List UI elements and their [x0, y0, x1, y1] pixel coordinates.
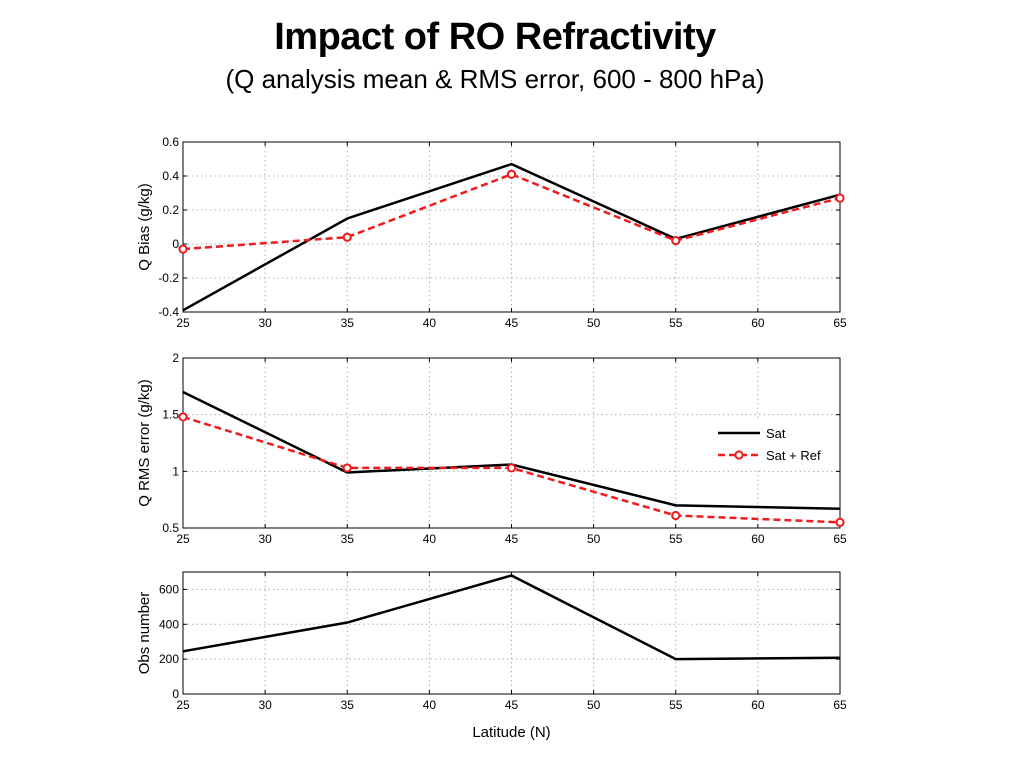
- x-tick-label: 45: [505, 532, 519, 546]
- legend-label-sat: Sat: [766, 426, 786, 441]
- data-point-sat_ref: [178, 412, 188, 422]
- legend-label-sat_ref: Sat + Ref: [766, 448, 821, 463]
- x-tick-label: 25: [176, 316, 190, 330]
- x-tick-label: 35: [341, 698, 355, 712]
- x-tick-label: 65: [833, 698, 847, 712]
- x-tick-label: 35: [341, 532, 355, 546]
- y-tick-label: 1: [172, 464, 179, 478]
- data-point-sat_ref: [506, 463, 517, 473]
- x-tick-label: 40: [423, 316, 437, 330]
- x-tick-label: 25: [176, 532, 190, 546]
- data-point-sat_ref: [671, 236, 681, 246]
- x-tick-label: 35: [341, 316, 355, 330]
- x-tick-label: 55: [669, 532, 683, 546]
- y-tick-label: 0: [172, 237, 179, 251]
- data-point-sat_ref: [671, 510, 681, 521]
- x-tick-label: 60: [751, 698, 765, 712]
- x-tick-label: 50: [587, 532, 601, 546]
- x-tick-label: 30: [258, 316, 272, 330]
- chart-title: Impact of RO Refractivity: [274, 16, 716, 58]
- x-tick-label: 25: [176, 698, 190, 712]
- y-tick-label: -0.4: [158, 305, 179, 319]
- data-point-sat_ref: [342, 232, 352, 242]
- x-tick-label: 30: [258, 698, 272, 712]
- x-tick-label: 30: [258, 532, 272, 546]
- legend-box: [712, 418, 838, 468]
- series-line-sat: [182, 574, 841, 661]
- series-line-sat: [182, 162, 841, 312]
- x-tick-label: 60: [751, 316, 765, 330]
- y-tick-label: 2: [172, 351, 179, 365]
- series-line-sat_ref: [182, 172, 841, 251]
- legend-marker-sat_ref: [734, 450, 744, 460]
- x-tick-label: 50: [587, 316, 601, 330]
- x-tick-label: 55: [669, 698, 683, 712]
- y-tick-label: 0.4: [162, 169, 179, 183]
- x-tick-label: 65: [833, 316, 847, 330]
- y-axis-label: Obs number: [136, 592, 153, 675]
- chart-subtitle: (Q analysis mean & RMS error, 600 - 800 …: [225, 64, 765, 94]
- y-tick-label: 0.2: [162, 203, 179, 217]
- y-tick-label: 0.5: [162, 521, 179, 535]
- x-tick-label: 40: [423, 532, 437, 546]
- y-tick-label: 600: [159, 582, 179, 596]
- y-axis-label: Q Bias (g/kg): [136, 183, 153, 271]
- x-tick-label: 40: [423, 698, 437, 712]
- x-tick-label: 60: [751, 532, 765, 546]
- x-tick-label: 55: [669, 316, 683, 330]
- y-tick-label: 200: [159, 652, 179, 666]
- y-tick-label: 400: [159, 617, 179, 631]
- data-point-sat_ref: [835, 517, 845, 527]
- y-tick-label: -0.2: [158, 271, 179, 285]
- y-tick-label: 0.6: [162, 135, 179, 149]
- y-axis-label: Q RMS error (g/kg): [136, 379, 153, 507]
- data-point-sat_ref: [506, 169, 517, 179]
- x-tick-label: 65: [833, 532, 847, 546]
- x-tick-label: 45: [505, 698, 519, 712]
- x-tick-label: 45: [505, 316, 519, 330]
- data-point-sat_ref: [178, 244, 188, 254]
- data-point-sat_ref: [835, 193, 845, 203]
- y-tick-label: 1.5: [162, 408, 179, 422]
- y-tick-label: 0: [172, 687, 179, 701]
- x-tick-label: 50: [587, 698, 601, 712]
- data-point-sat_ref: [342, 463, 352, 473]
- x-axis-label: Latitude (N): [472, 724, 550, 741]
